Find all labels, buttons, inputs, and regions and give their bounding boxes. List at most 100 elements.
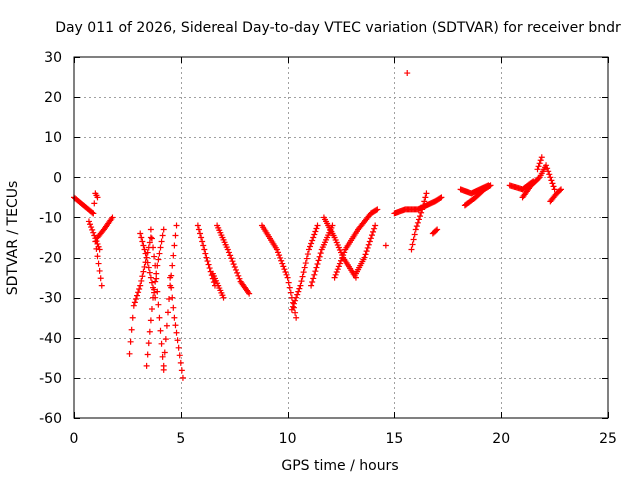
data-point — [420, 202, 427, 209]
data-point — [156, 314, 163, 321]
data-point — [338, 257, 344, 264]
data-point — [277, 254, 284, 261]
y-tick-label: -60 — [39, 411, 62, 427]
data-point — [201, 246, 208, 253]
data-point — [95, 260, 102, 267]
data-point — [151, 286, 158, 293]
data-point — [282, 268, 289, 275]
data-point — [129, 314, 136, 321]
data-point — [135, 289, 142, 296]
data-point — [147, 226, 154, 233]
chart-title: Day 011 of 2026, Sidereal Day-to-day VTE… — [55, 20, 621, 36]
x-axis-label: GPS time / hours — [281, 458, 398, 474]
data-point — [147, 317, 154, 324]
y-tick-labels: 30 20 10 0 -10 -20 -30 -40 -50 -60 — [39, 50, 62, 427]
data-point — [438, 194, 445, 201]
data-point — [229, 258, 236, 265]
data-point — [421, 198, 428, 205]
data-point — [147, 274, 154, 281]
data-point — [545, 168, 552, 175]
data-point — [126, 350, 133, 357]
data-point — [299, 273, 306, 280]
data-point — [142, 250, 149, 257]
data-point — [311, 271, 318, 278]
data-point — [141, 263, 148, 270]
data-point — [155, 256, 162, 263]
data-point — [288, 306, 295, 313]
data-point — [412, 226, 419, 233]
data-series-arc-18 — [320, 214, 359, 281]
data-point — [143, 254, 150, 261]
data-series-arc-05 — [94, 214, 116, 241]
data-point — [138, 234, 145, 241]
data-point — [93, 245, 100, 252]
data-series-arc-13 — [209, 270, 227, 301]
data-point — [148, 279, 155, 286]
x-tick-label: 5 — [176, 431, 185, 447]
data-point — [285, 279, 292, 286]
data-point — [166, 296, 173, 303]
data-point — [339, 254, 346, 261]
data-point — [408, 246, 415, 253]
data-point — [284, 274, 291, 281]
data-point — [146, 328, 153, 335]
data-point — [140, 268, 147, 275]
data-point — [550, 183, 557, 190]
data-point — [556, 187, 563, 194]
data-point — [310, 234, 317, 241]
data-point — [139, 238, 146, 245]
data-point — [413, 223, 420, 230]
data-point — [96, 267, 103, 274]
data-point — [414, 219, 421, 226]
data-point — [155, 301, 162, 308]
data-point — [366, 238, 373, 245]
data-point — [544, 165, 551, 172]
data-point — [340, 252, 347, 259]
data-point — [292, 309, 299, 316]
data-point — [280, 263, 287, 270]
data-point — [145, 264, 152, 271]
data-point — [203, 254, 210, 261]
data-point — [535, 163, 542, 170]
data-point — [137, 282, 144, 289]
data-point — [535, 175, 542, 182]
data-point — [144, 351, 151, 358]
y-axis-label: SDTVAR / TECUs — [5, 181, 21, 296]
data-point — [279, 260, 286, 267]
data-point — [195, 226, 202, 233]
data-point — [404, 70, 411, 77]
data-point — [300, 269, 307, 276]
data-point — [297, 282, 304, 289]
data-series-arc-30 — [534, 154, 545, 173]
data-point — [437, 195, 444, 202]
data-point — [172, 322, 179, 329]
data-point — [175, 344, 182, 351]
data-point — [140, 242, 147, 249]
data-point — [97, 275, 104, 282]
data-point — [372, 222, 379, 229]
data-point — [160, 226, 167, 233]
y-tick-label: 30 — [44, 50, 62, 66]
data-point — [168, 284, 175, 291]
data-point — [276, 252, 283, 259]
data-point — [236, 275, 243, 282]
data-point — [154, 288, 161, 295]
data-point — [131, 299, 138, 306]
data-point — [537, 157, 544, 164]
data-point — [138, 277, 145, 284]
data-point — [85, 218, 92, 225]
data-point — [162, 336, 169, 343]
data-point — [246, 290, 253, 297]
data-point — [546, 171, 553, 178]
data-series-arc-02 — [90, 190, 101, 217]
y-tick-label: -30 — [39, 291, 62, 307]
data-series-arc-25 — [429, 226, 441, 237]
data-point — [332, 271, 339, 278]
data-point — [170, 304, 177, 311]
data-point — [361, 254, 368, 261]
data-point — [382, 242, 389, 249]
data-point — [298, 278, 305, 285]
data-point — [314, 260, 321, 267]
data-point — [143, 362, 150, 369]
data-point — [419, 206, 426, 213]
